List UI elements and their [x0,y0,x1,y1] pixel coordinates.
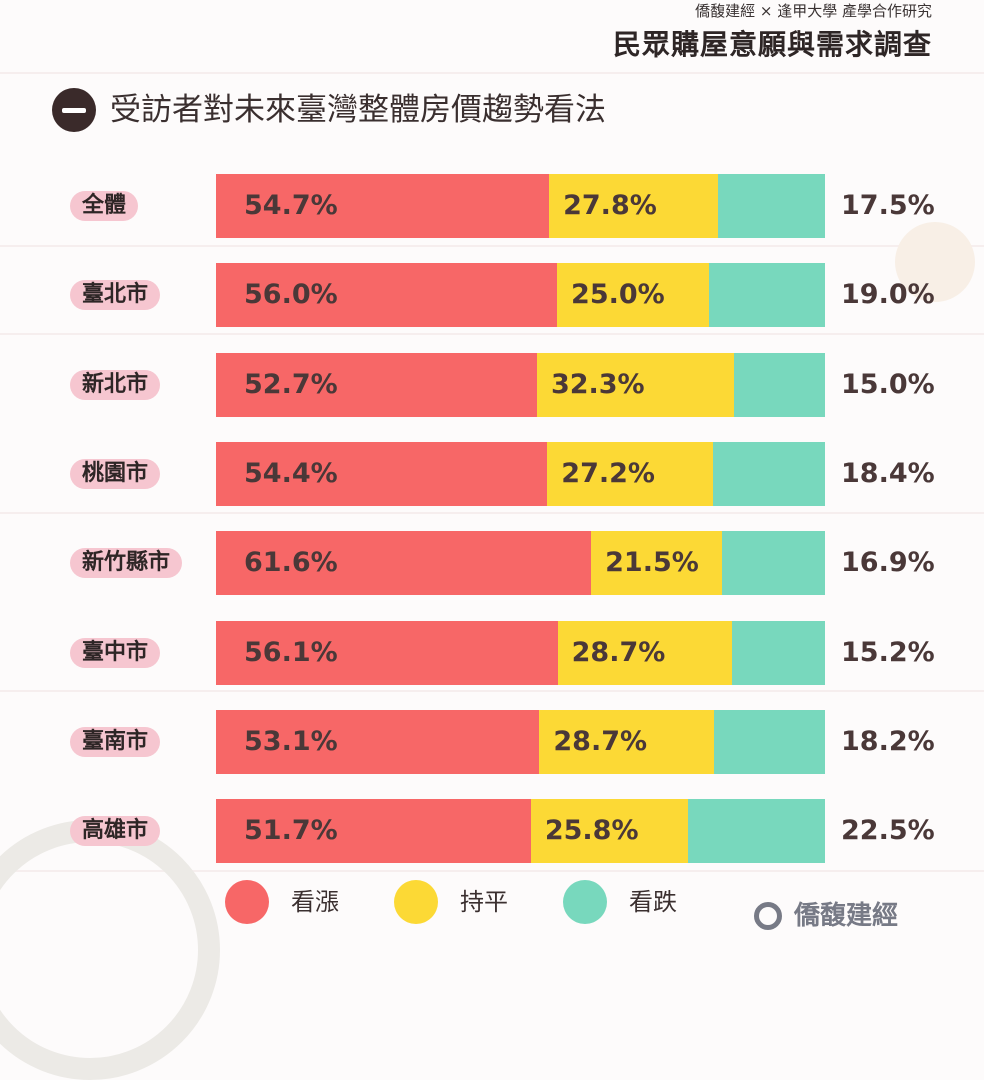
data-label: 27.8% [563,190,657,221]
data-label: 25.8% [544,815,639,847]
legend: 看漲 持平 看跌 [225,878,732,926]
data-label: 21.5% [605,547,699,579]
category-label: 新竹縣市 [70,548,183,579]
category-label: 臺北市 [70,280,161,311]
legend-swatch-down [563,880,607,924]
bar-segment-flat [539,709,715,774]
bar-segment-flat [530,799,688,864]
legend-item-flat: 持平 [394,880,508,924]
data-label: 17.5% [841,190,935,221]
legend-swatch-up [225,880,269,924]
bar-segment-up [216,441,548,506]
category-label: 臺南市 [70,726,161,757]
data-label: 19.0% [841,279,935,311]
bar-segment-down [732,620,825,685]
bar-segment-down [709,263,825,328]
bar-segment-flat [547,441,713,506]
decor-arc [0,820,220,1080]
data-label: 15.0% [841,368,935,400]
data-label: 28.7% [553,725,648,757]
data-label: 27.2% [561,457,655,489]
data-label: 54.4% [244,457,338,489]
bar-segment-down [718,174,825,238]
bar-segment-flat [549,174,719,238]
section-number-icon [52,88,96,132]
bar-segment-flat [557,263,710,328]
bar-segment-down [722,531,825,596]
data-label: 15.2% [841,636,935,668]
data-label: 16.9% [841,547,935,579]
data-label: 53.1% [244,725,338,757]
bar-segment-up [216,709,540,774]
data-label: 56.0% [244,279,338,311]
data-label: 52.7% [244,368,338,400]
bar-segment-up [216,620,558,685]
category-label: 高雄市 [70,816,161,847]
company-logo-icon [754,902,782,930]
bar-segment-flat [591,531,723,596]
bar-segment-down [687,799,825,864]
data-label: 56.1% [244,636,338,668]
bar-segment-down [712,441,825,506]
category-label: 桃園市 [70,458,161,489]
bar-segment-up [216,352,537,417]
data-label: 18.2% [841,725,935,757]
bar-segment-up [216,174,550,238]
data-label: 54.7% [244,190,338,221]
category-label: 臺中市 [70,637,161,668]
data-label: 22.5% [841,815,935,847]
logo-text: 僑馥建經 [794,901,899,931]
legend-item-up: 看漲 [225,880,339,924]
page-title: 民眾購屋意願與需求調查 [612,28,932,61]
logo: 僑馥建經 [754,898,898,934]
bar-segment-up [216,531,592,596]
legend-label: 看漲 [291,888,339,916]
bar-segment-up [216,799,531,864]
legend-item-down: 看跌 [563,880,677,924]
data-label: 32.3% [550,368,645,400]
bar-segment-flat [536,352,734,417]
collaboration-note: 僑馥建經 × 逢甲大學 產學合作研究 [695,2,932,20]
data-label: 28.7% [571,636,666,668]
section-heading: 受訪者對未來臺灣整體房價趨勢看法 [52,86,606,134]
category-label: 新北市 [70,369,161,400]
legend-label: 持平 [460,888,508,916]
bar-segment-down [733,352,825,417]
data-label: 61.6% [244,547,338,579]
decor-circle [895,222,975,302]
legend-swatch-flat [394,880,438,924]
bar-segment-up [216,263,558,328]
section-title: 受訪者對未來臺灣整體房價趨勢看法 [110,92,606,128]
category-label: 全體 [70,191,139,221]
bar-segment-flat [557,620,733,685]
legend-label: 看跌 [629,888,677,916]
bar-segment-down [714,709,825,774]
data-label: 18.4% [841,457,935,489]
data-label: 25.0% [571,279,665,311]
data-label: 51.7% [244,815,338,847]
